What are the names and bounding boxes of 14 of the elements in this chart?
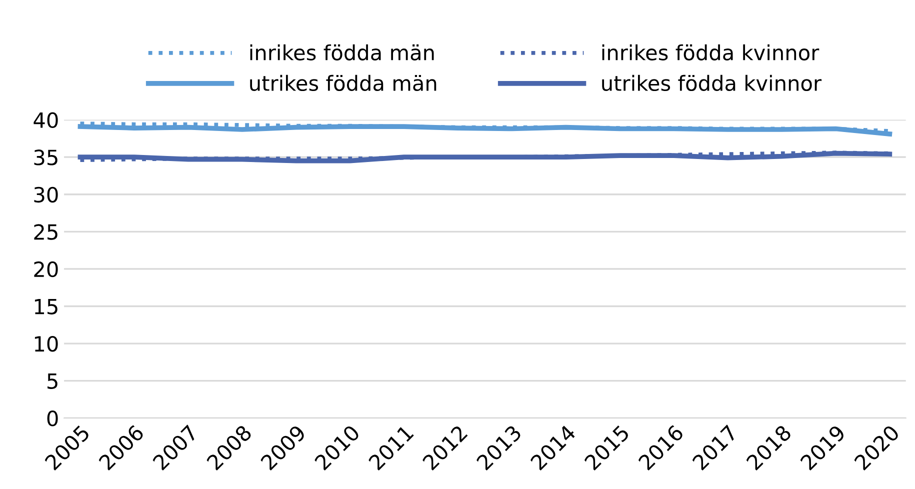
y-tick-label: 25: [34, 224, 58, 240]
y-tick-label: 35: [34, 150, 58, 166]
legend-label: utrikes födda kvinnor: [602, 74, 822, 92]
y-tick-label: 0: [47, 410, 58, 426]
y-tick-label: 10: [34, 336, 58, 352]
line-series: [78, 124, 892, 136]
y-tick-label: 5: [48, 374, 58, 390]
y-tick-label: 40: [34, 112, 58, 128]
y-tick-label: 30: [34, 186, 58, 203]
legend-label: utrikes födda män: [250, 74, 436, 92]
legend-label: inrikes födda kvinnor: [602, 44, 820, 60]
y-tick-label: 20: [34, 261, 58, 278]
legend-label: inrikes födda män: [250, 44, 434, 60]
y-tick-label: 15: [34, 298, 58, 314]
